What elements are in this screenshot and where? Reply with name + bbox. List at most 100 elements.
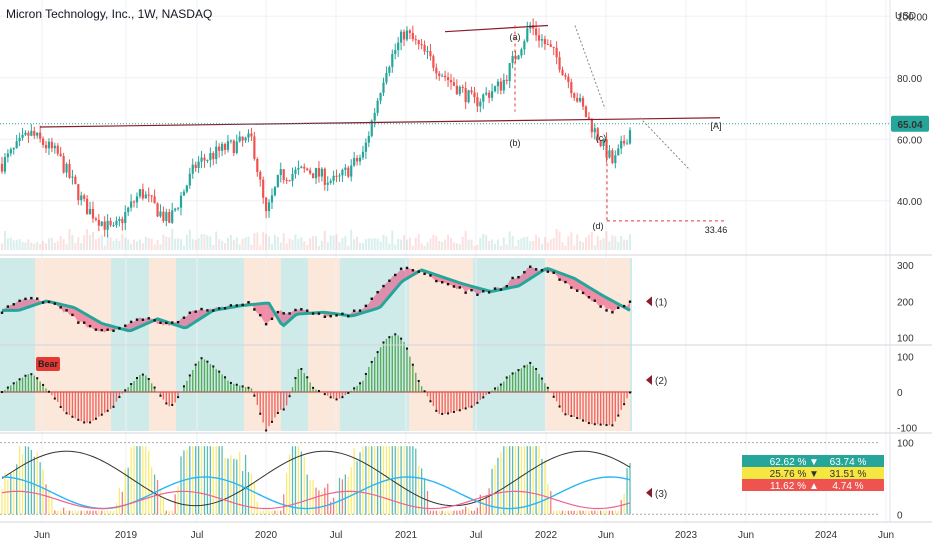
volume-bar xyxy=(470,239,473,250)
indicator1-dot xyxy=(517,275,520,279)
volume-bar xyxy=(502,237,505,250)
candle-body xyxy=(194,164,197,168)
candle-body xyxy=(121,218,124,223)
candle-body xyxy=(44,144,48,149)
indicator1-dot xyxy=(452,285,456,288)
volume-bar xyxy=(159,244,162,250)
volume-bar xyxy=(197,238,200,250)
candle-body xyxy=(623,140,626,144)
indicator3-arrow-icon xyxy=(646,487,652,498)
candle-body xyxy=(27,132,30,136)
indicator1-dot xyxy=(36,297,39,300)
candle-body xyxy=(361,151,365,158)
indicator1-dot xyxy=(382,284,385,288)
candle-body xyxy=(561,69,564,76)
candle-body xyxy=(118,218,121,221)
indicator2-dot xyxy=(388,336,391,339)
indicator2-dot xyxy=(182,385,185,388)
candle-body xyxy=(329,180,332,183)
candle-body xyxy=(270,195,274,203)
indicator1-dot xyxy=(493,287,497,290)
indicator2-dot xyxy=(312,386,315,389)
volume-bar xyxy=(135,241,138,250)
indicator2-dot xyxy=(535,367,538,370)
volume-bar xyxy=(30,242,33,250)
volume-bar xyxy=(626,239,629,250)
volume-bar xyxy=(188,229,191,250)
indicator2-dot xyxy=(529,361,532,364)
indicator1-dot xyxy=(235,304,238,307)
indicator2-dot xyxy=(89,421,92,424)
volume-bar xyxy=(584,237,587,250)
candle-body xyxy=(279,169,282,176)
volume-bar xyxy=(306,245,309,250)
indicator2-dot xyxy=(118,396,121,399)
indicator1-dot xyxy=(129,320,133,324)
volume-bar xyxy=(561,242,564,250)
candle-body xyxy=(276,175,279,188)
volume-bar xyxy=(194,240,197,250)
volume-bar xyxy=(294,234,297,250)
volume-bar xyxy=(56,241,59,250)
candle-body xyxy=(3,157,7,172)
candle-body xyxy=(244,137,247,141)
volume-bar xyxy=(241,238,244,250)
volume-bar xyxy=(218,239,221,250)
candle-body xyxy=(543,39,546,44)
volume-bar xyxy=(599,239,602,250)
candle-body xyxy=(165,212,168,222)
indicator2-dot xyxy=(570,414,573,417)
volume-bar xyxy=(467,239,470,250)
time-tick-label: Jul xyxy=(470,530,483,541)
indicator2-dot xyxy=(106,409,109,412)
candle-body xyxy=(150,195,153,197)
candle-body xyxy=(33,130,36,136)
volume-bar xyxy=(153,244,156,250)
candle-body xyxy=(611,150,614,164)
volume-bar xyxy=(596,236,599,250)
volume-bar xyxy=(118,240,121,250)
indicator1-dot xyxy=(24,297,27,301)
volume-bar xyxy=(206,235,209,250)
candle-body xyxy=(493,86,497,92)
indicator2-tick-label: 100 xyxy=(897,353,914,364)
indicator2-dot xyxy=(77,418,80,421)
volume-bar xyxy=(94,239,97,250)
volume-bar xyxy=(65,244,68,250)
indicator2-dot xyxy=(247,386,250,389)
candle-body xyxy=(394,50,397,54)
indicator2-dot xyxy=(100,413,103,416)
candle-body xyxy=(259,172,262,180)
candle-body xyxy=(56,145,59,154)
indicator-1 xyxy=(0,265,632,333)
candle-body xyxy=(15,141,18,148)
indicator1-dot xyxy=(564,280,567,284)
indicator2-dot xyxy=(194,363,197,366)
candle-body xyxy=(77,184,80,201)
indicator2-dot xyxy=(353,387,356,390)
indicator1-dot xyxy=(135,318,139,321)
indicator2-dot xyxy=(382,341,385,344)
indicator2-dot xyxy=(229,381,232,384)
volume-bar xyxy=(517,239,520,250)
indicator2-dot xyxy=(135,376,138,379)
candle-body xyxy=(470,90,473,93)
volume-bar xyxy=(182,245,185,250)
candle-body xyxy=(388,67,391,73)
indicator-3 xyxy=(0,442,880,515)
candle-body xyxy=(306,168,309,171)
volume-bar xyxy=(423,245,426,250)
volume-bar xyxy=(279,242,282,250)
volume-bar xyxy=(414,237,417,250)
candle-body xyxy=(115,220,118,226)
volume-bar xyxy=(549,239,552,250)
indicator2-dot xyxy=(511,372,514,375)
candle-body xyxy=(435,67,438,74)
candle-body xyxy=(171,210,174,223)
volume-bar xyxy=(379,241,382,250)
indicator2-dot xyxy=(270,420,273,423)
volume-bar xyxy=(461,236,464,250)
target-price-label: 33.46 xyxy=(705,225,728,235)
indicator1-dot xyxy=(147,317,150,320)
volume-bar xyxy=(505,244,508,250)
